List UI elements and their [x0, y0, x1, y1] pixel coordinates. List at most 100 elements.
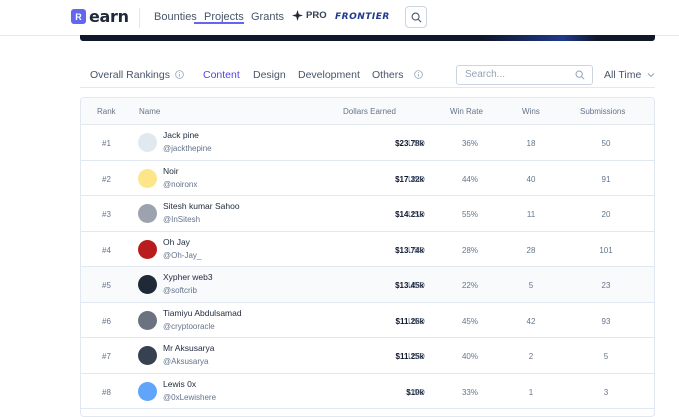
dollars-earned: $14.21k	[395, 210, 424, 219]
info-icon[interactable]	[175, 70, 184, 79]
header-submissions: Submissions	[580, 107, 626, 116]
dollars-earned: $11.25k	[395, 352, 424, 361]
dollars-earned: $10k	[406, 387, 424, 397]
avatar[interactable]	[138, 204, 157, 223]
submissions-cell: 91	[601, 174, 611, 184]
currency-label: USD	[408, 352, 425, 361]
wins-cell: 5	[528, 281, 534, 290]
user-handle[interactable]: @0xLewishere	[163, 392, 217, 402]
rank-cell: #6	[102, 316, 111, 326]
table-row[interactable]: #8 Lewis 0x @0xLewishere $10k USD 33% 1 3	[81, 373, 654, 409]
logo-text: earn	[89, 7, 129, 26]
search-input[interactable]	[465, 69, 575, 80]
dollars-earned: $11.26k	[395, 316, 424, 326]
user-handle[interactable]: @Oh-Jay_	[163, 250, 202, 260]
category-tabs: Overall Rankings Content Design Developm…	[80, 64, 655, 88]
tab-overall-rankings[interactable]: Overall Rankings	[90, 69, 170, 81]
user-handle[interactable]: @softcrib	[163, 286, 197, 295]
user-name[interactable]: Oh Jay	[163, 236, 190, 247]
rank-cell: #3	[102, 210, 111, 219]
avatar[interactable]	[138, 239, 157, 259]
submissions-cell: 20	[601, 210, 611, 219]
leaderboard-table: Rank Name Dollars Earned Win Rate Wins S…	[80, 97, 655, 417]
tab-others[interactable]: Others	[372, 69, 404, 81]
user-handle[interactable]: @cryptooracle	[163, 321, 215, 331]
currency-label: USD	[408, 139, 425, 148]
nav-divider	[139, 8, 140, 28]
user-name[interactable]: Lewis 0x	[163, 378, 197, 389]
avatar[interactable]	[138, 381, 157, 401]
table-row[interactable]: #5 Xypher web3 @softcrib $13.45k USD 22% 5 23	[81, 267, 654, 303]
logo-mark-icon: R	[71, 9, 86, 24]
win-rate-cell: 55%	[461, 210, 478, 219]
rank-cell: #7	[102, 352, 111, 361]
user-handle[interactable]: @Aksusarya	[163, 357, 209, 366]
wins-cell: 2	[528, 352, 534, 361]
avatar[interactable]	[138, 310, 157, 330]
user-name[interactable]: Xypher web3	[163, 272, 213, 282]
time-filter-select[interactable]: All Time	[604, 69, 655, 81]
user-name[interactable]: Sitesh kumar Sahoo	[163, 201, 240, 211]
user-name[interactable]: Tiamiyu Abdulsamad	[163, 307, 242, 318]
sparkle-icon	[292, 10, 303, 21]
avatar[interactable]	[138, 346, 157, 365]
search-icon	[411, 12, 421, 22]
wins-cell: 28	[526, 245, 536, 255]
win-rate-cell: 28%	[461, 245, 478, 255]
leaderboard-search[interactable]	[456, 65, 593, 85]
table-row[interactable]: #1 Jack pine @jackthepine $23.78k USD 36% 18 50	[81, 125, 654, 161]
nav-link-projects[interactable]: Projects	[204, 11, 244, 23]
table-header: Rank Name Dollars Earned Win Rate Wins S…	[81, 98, 654, 125]
wins-cell: 1	[528, 387, 534, 397]
currency-label: USD	[408, 245, 425, 255]
avatar[interactable]	[138, 275, 157, 294]
rank-cell: #8	[102, 387, 111, 397]
header-name: Name	[139, 107, 161, 116]
active-tab-indicator	[194, 22, 244, 24]
tab-development[interactable]: Development	[298, 69, 360, 81]
user-handle[interactable]: @jackthepine	[163, 144, 212, 153]
dollars-earned: $17.32k	[395, 174, 424, 184]
user-name[interactable]: Mr Aksusarya	[163, 343, 215, 353]
currency-label: USD	[408, 387, 425, 397]
submissions-cell: 93	[601, 316, 611, 326]
currency-label: USD	[408, 210, 425, 219]
nav-link-grants[interactable]: Grants	[251, 11, 285, 23]
nav-link-pro[interactable]: PRO	[292, 10, 327, 21]
win-rate-cell: 44%	[461, 174, 478, 184]
header-rank: Rank	[97, 107, 116, 116]
rank-cell: #1	[102, 139, 111, 148]
win-rate-cell: 22%	[461, 281, 478, 290]
user-handle[interactable]: @noironx	[163, 179, 198, 189]
currency-label: USD	[408, 281, 425, 290]
wins-cell: 11	[526, 210, 536, 219]
user-name[interactable]: Jack pine	[163, 130, 199, 140]
table-row[interactable]: #7 Mr Aksusarya @Aksusarya $11.25k USD 40% 2 5	[81, 338, 654, 374]
nav-search-button[interactable]	[405, 6, 427, 28]
nav-link-bounties[interactable]: Bounties	[154, 11, 197, 23]
rank-cell: #2	[102, 174, 111, 184]
win-rate-cell: 33%	[461, 387, 478, 397]
currency-label: USD	[408, 174, 425, 184]
tab-design[interactable]: Design	[253, 69, 286, 81]
win-rate-cell: 45%	[461, 316, 478, 326]
avatar[interactable]	[138, 168, 157, 188]
nav-link-frontier[interactable]: FRONTIER	[335, 12, 390, 22]
submissions-cell: 101	[599, 245, 613, 255]
info-icon[interactable]	[414, 70, 423, 79]
banner-strip	[80, 35, 655, 41]
time-filter-value: All Time	[604, 69, 642, 81]
dollars-earned: $23.78k	[395, 139, 424, 148]
avatar[interactable]	[138, 133, 157, 152]
table-row[interactable]: #6 Tiamiyu Abdulsamad @cryptooracle $11.26k…	[81, 302, 654, 338]
top-navbar: R earn Bounties Projects Grants PRO FRON…	[0, 0, 679, 36]
table-row[interactable]: #4 Oh Jay @Oh-Jay_ $13.74k USD 28% 28 101	[81, 231, 654, 267]
currency-label: USD	[408, 316, 425, 326]
logo[interactable]: R earn	[71, 7, 129, 26]
table-row[interactable]: #2 Noir @noironx $17.32k USD 44% 40 91	[81, 160, 654, 196]
user-name[interactable]: Noir	[163, 165, 179, 176]
tab-content[interactable]: Content	[203, 69, 240, 81]
submissions-cell: 50	[601, 139, 611, 148]
user-handle[interactable]: @InSitesh	[163, 215, 201, 224]
table-row[interactable]: #3 Sitesh kumar Sahoo @InSitesh $14.21k USD 5…	[81, 196, 654, 232]
